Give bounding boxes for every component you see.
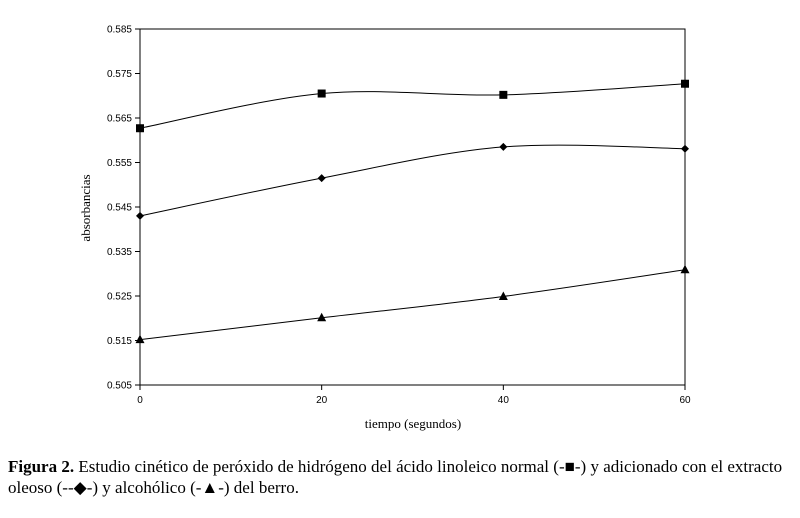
data-point-square: [681, 79, 689, 88]
y-tick-label: 0.515: [107, 336, 132, 347]
x-tick-label: 60: [679, 395, 691, 406]
series-square: [136, 79, 689, 133]
caption-symbol-square: ■: [564, 457, 575, 476]
data-point-square: [136, 124, 144, 133]
y-tick-label: 0.505: [107, 381, 132, 392]
x-axis-title: tiempo (segundos): [365, 416, 461, 431]
y-tick-label: 0.525: [107, 292, 132, 303]
caption-text-3: -) y alcohólico (-: [86, 478, 202, 497]
series-line: [139, 269, 686, 341]
series-diamond: [136, 142, 689, 220]
series-group: [135, 79, 690, 344]
y-tick-label: 0.575: [107, 69, 132, 80]
caption-label: Figura 2.: [8, 457, 75, 476]
x-axis-ticks: 0 20 40 60: [137, 385, 691, 406]
x-tick-label: 40: [498, 395, 510, 406]
data-point-diamond: [317, 174, 326, 183]
data-point-square: [499, 90, 508, 99]
data-point-triangle: [498, 291, 508, 300]
series-line: [139, 144, 686, 217]
x-tick-label: 20: [316, 395, 328, 406]
y-tick-label: 0.555: [107, 158, 132, 169]
caption-text-1: Estudio cinético de peróxido de hidrógen…: [74, 457, 565, 476]
plot-frame: [139, 28, 686, 386]
chart: 0.505 0.515 0.525 0.535 0.545 0.555 0.565 0.575…: [78, 25, 691, 432]
data-point-square: [317, 89, 326, 98]
caption-text-4: -) del berro.: [218, 478, 299, 497]
y-axis-title: absorbancias: [78, 174, 93, 241]
y-tick-label: 0.565: [107, 114, 132, 125]
data-point-triangle: [680, 264, 690, 274]
y-axis-ticks: 0.505 0.515 0.525 0.535 0.545 0.555 0.565 0.575…: [107, 25, 140, 392]
data-point-diamond: [136, 211, 144, 220]
series-line: [139, 83, 686, 129]
caption-text-2: -) y adicionado con el extracto oleoso (…: [8, 457, 783, 497]
y-tick-label: 0.545: [107, 203, 132, 214]
y-tick-label: 0.585: [107, 25, 132, 36]
caption-symbol-diamond: ◆: [73, 478, 87, 497]
x-tick-label: 0: [137, 395, 143, 406]
data-point-triangle: [135, 334, 145, 344]
y-tick-label: 0.535: [107, 247, 132, 258]
figure-caption: Figura 2. Estudio cinético de peróxido d…: [8, 456, 798, 498]
data-point-diamond: [681, 144, 689, 153]
data-point-triangle: [317, 312, 327, 322]
data-point-diamond: [499, 142, 508, 151]
caption-symbol-triangle: ▲: [201, 478, 219, 497]
series-triangle: [135, 264, 690, 344]
